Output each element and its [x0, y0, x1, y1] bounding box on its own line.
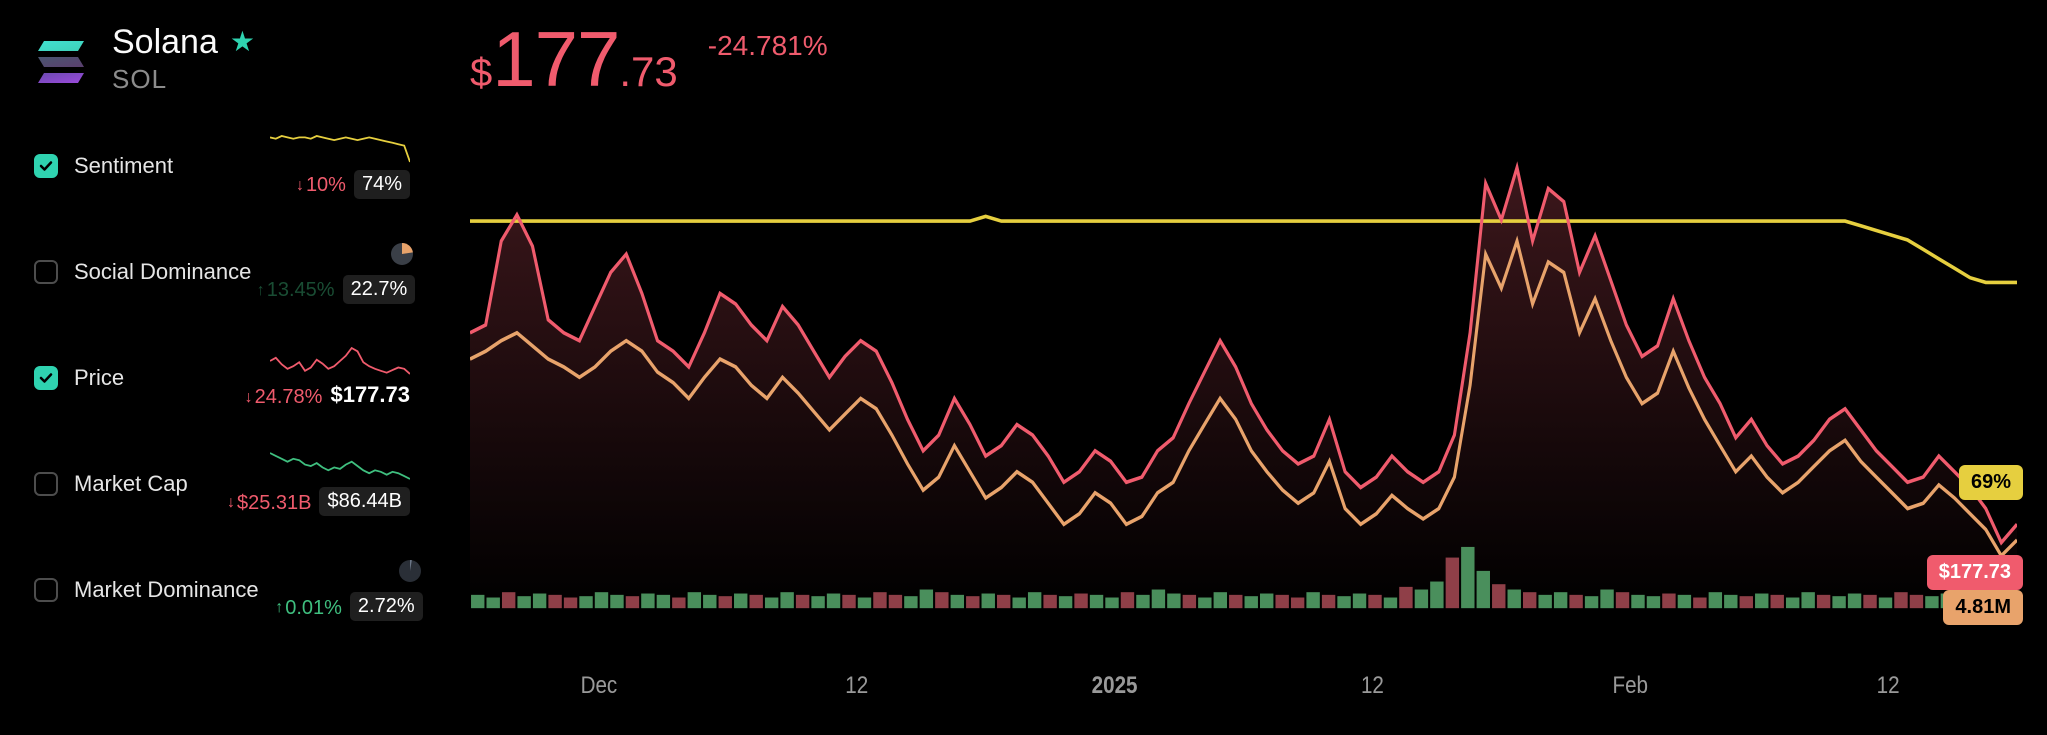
sparkline-price: [270, 346, 410, 376]
asset-header: Solana ★ SOL: [30, 24, 410, 94]
metric-value: $177.73: [330, 382, 410, 408]
checkbox-mktdom[interactable]: [34, 578, 58, 602]
metric-label: Price: [74, 365, 124, 391]
sparkline-mktcap: [270, 451, 410, 481]
chart-end-tag: 4.81M: [1943, 590, 2023, 625]
price-decimal: .73: [619, 48, 677, 96]
metric-value: 22.7%: [343, 275, 416, 304]
svg-text:Dec: Dec: [581, 671, 618, 698]
chart-end-tag: $177.73: [1927, 555, 2023, 590]
header-price: $ 177 .73 -24.781%: [470, 24, 2017, 96]
metric-label: Market Cap: [74, 471, 188, 497]
metric-mktcap: Market Cap ↓$25.31B $86.44B: [30, 451, 410, 516]
metric-social: Social Dominance↑13.45%22.7%: [30, 241, 410, 304]
checkbox-social[interactable]: [34, 260, 58, 284]
svg-text:12: 12: [845, 671, 868, 698]
metric-label: Social Dominance: [74, 259, 251, 285]
solana-logo-icon: [34, 29, 94, 89]
metric-value: $86.44B: [319, 487, 410, 516]
svg-text:Feb: Feb: [1612, 671, 1648, 698]
price-integer: 177: [492, 24, 619, 94]
metric-delta: ↑13.45%: [257, 279, 335, 302]
metrics-list: Sentiment↓10%74%Social Dominance↑13.45%2…: [30, 134, 410, 622]
metric-price: Price ↓24.78% $177.73: [30, 346, 410, 410]
metric-delta: ↓24.78%: [245, 386, 323, 409]
checkbox-mktcap[interactable]: [34, 472, 58, 496]
metric-delta: ↑0.01%: [275, 597, 342, 620]
sparkline-sentiment: [270, 134, 410, 164]
metric-sentiment: Sentiment ↓10% 74%: [30, 134, 410, 199]
svg-text:12: 12: [1361, 671, 1384, 698]
chart-end-tag: 69%: [1959, 465, 2023, 500]
metric-label: Sentiment: [74, 153, 173, 179]
metric-value: 74%: [354, 170, 410, 199]
checkbox-sentiment[interactable]: [34, 154, 58, 178]
svg-text:2025: 2025: [1092, 671, 1138, 698]
main-chart[interactable]: Dec12202512Feb12 69%$177.734.81M: [470, 124, 2017, 705]
price-currency: $: [470, 53, 492, 93]
svg-text:12: 12: [1877, 671, 1900, 698]
asset-symbol: SOL: [112, 65, 255, 94]
metric-mktdom: Market Dominance↑0.01%2.72%: [30, 558, 410, 621]
price-delta: -24.781%: [708, 30, 828, 62]
metric-delta: ↓$25.31B: [227, 492, 312, 515]
metric-label: Market Dominance: [74, 577, 259, 603]
favorite-star-icon[interactable]: ★: [230, 27, 255, 58]
metric-delta: ↓10%: [296, 174, 346, 197]
checkbox-price[interactable]: [34, 366, 58, 390]
asset-name: Solana: [112, 24, 218, 61]
